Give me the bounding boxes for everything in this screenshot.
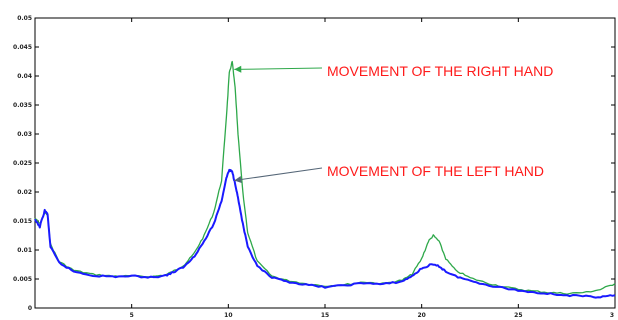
x-tick-label: 5 xyxy=(130,312,134,319)
y-tick-label: 0.045 xyxy=(13,44,32,51)
y-tick-label: 0.05 xyxy=(17,15,32,22)
y-axis: 0 0.005 0.01 0.015 0.02 0.025 0.03 0.035 0.04 0.0… xyxy=(13,15,615,312)
series-layer xyxy=(34,60,616,299)
y-tick-label: 0.02 xyxy=(17,189,32,196)
arrowhead-right-hand xyxy=(234,65,242,73)
x-axis: 5 10 15 20 25 3 xyxy=(34,18,616,319)
y-tick-label: 0.005 xyxy=(13,276,32,283)
annotation-arrow-left-hand xyxy=(234,167,323,181)
y-tick-label: 0.04 xyxy=(17,73,32,80)
y-tick-label: 0.035 xyxy=(13,102,32,109)
x-tick-label: 3 xyxy=(610,312,614,319)
annotation-left-hand: MOVEMENT OF THE LEFT HAND xyxy=(327,163,544,179)
series-line-1 xyxy=(34,60,616,295)
y-tick-label: 0 xyxy=(28,305,32,312)
x-tick-label: 20 xyxy=(417,312,425,319)
y-tick-label: 0.03 xyxy=(17,131,32,138)
y-tick-label: 0.01 xyxy=(17,247,32,254)
annotation-right-hand: MOVEMENT OF THE RIGHT HAND xyxy=(327,63,553,79)
y-tick-label: 0.015 xyxy=(13,218,32,225)
x-tick-label: 10 xyxy=(224,312,232,319)
x-tick-label: 25 xyxy=(514,312,522,319)
x-tick-label: 15 xyxy=(321,312,329,319)
arrowhead-left-hand xyxy=(234,176,242,183)
series-line-2 xyxy=(34,168,616,299)
annotation-arrow-right-hand xyxy=(234,67,323,70)
y-tick-label: 0.025 xyxy=(13,160,32,167)
